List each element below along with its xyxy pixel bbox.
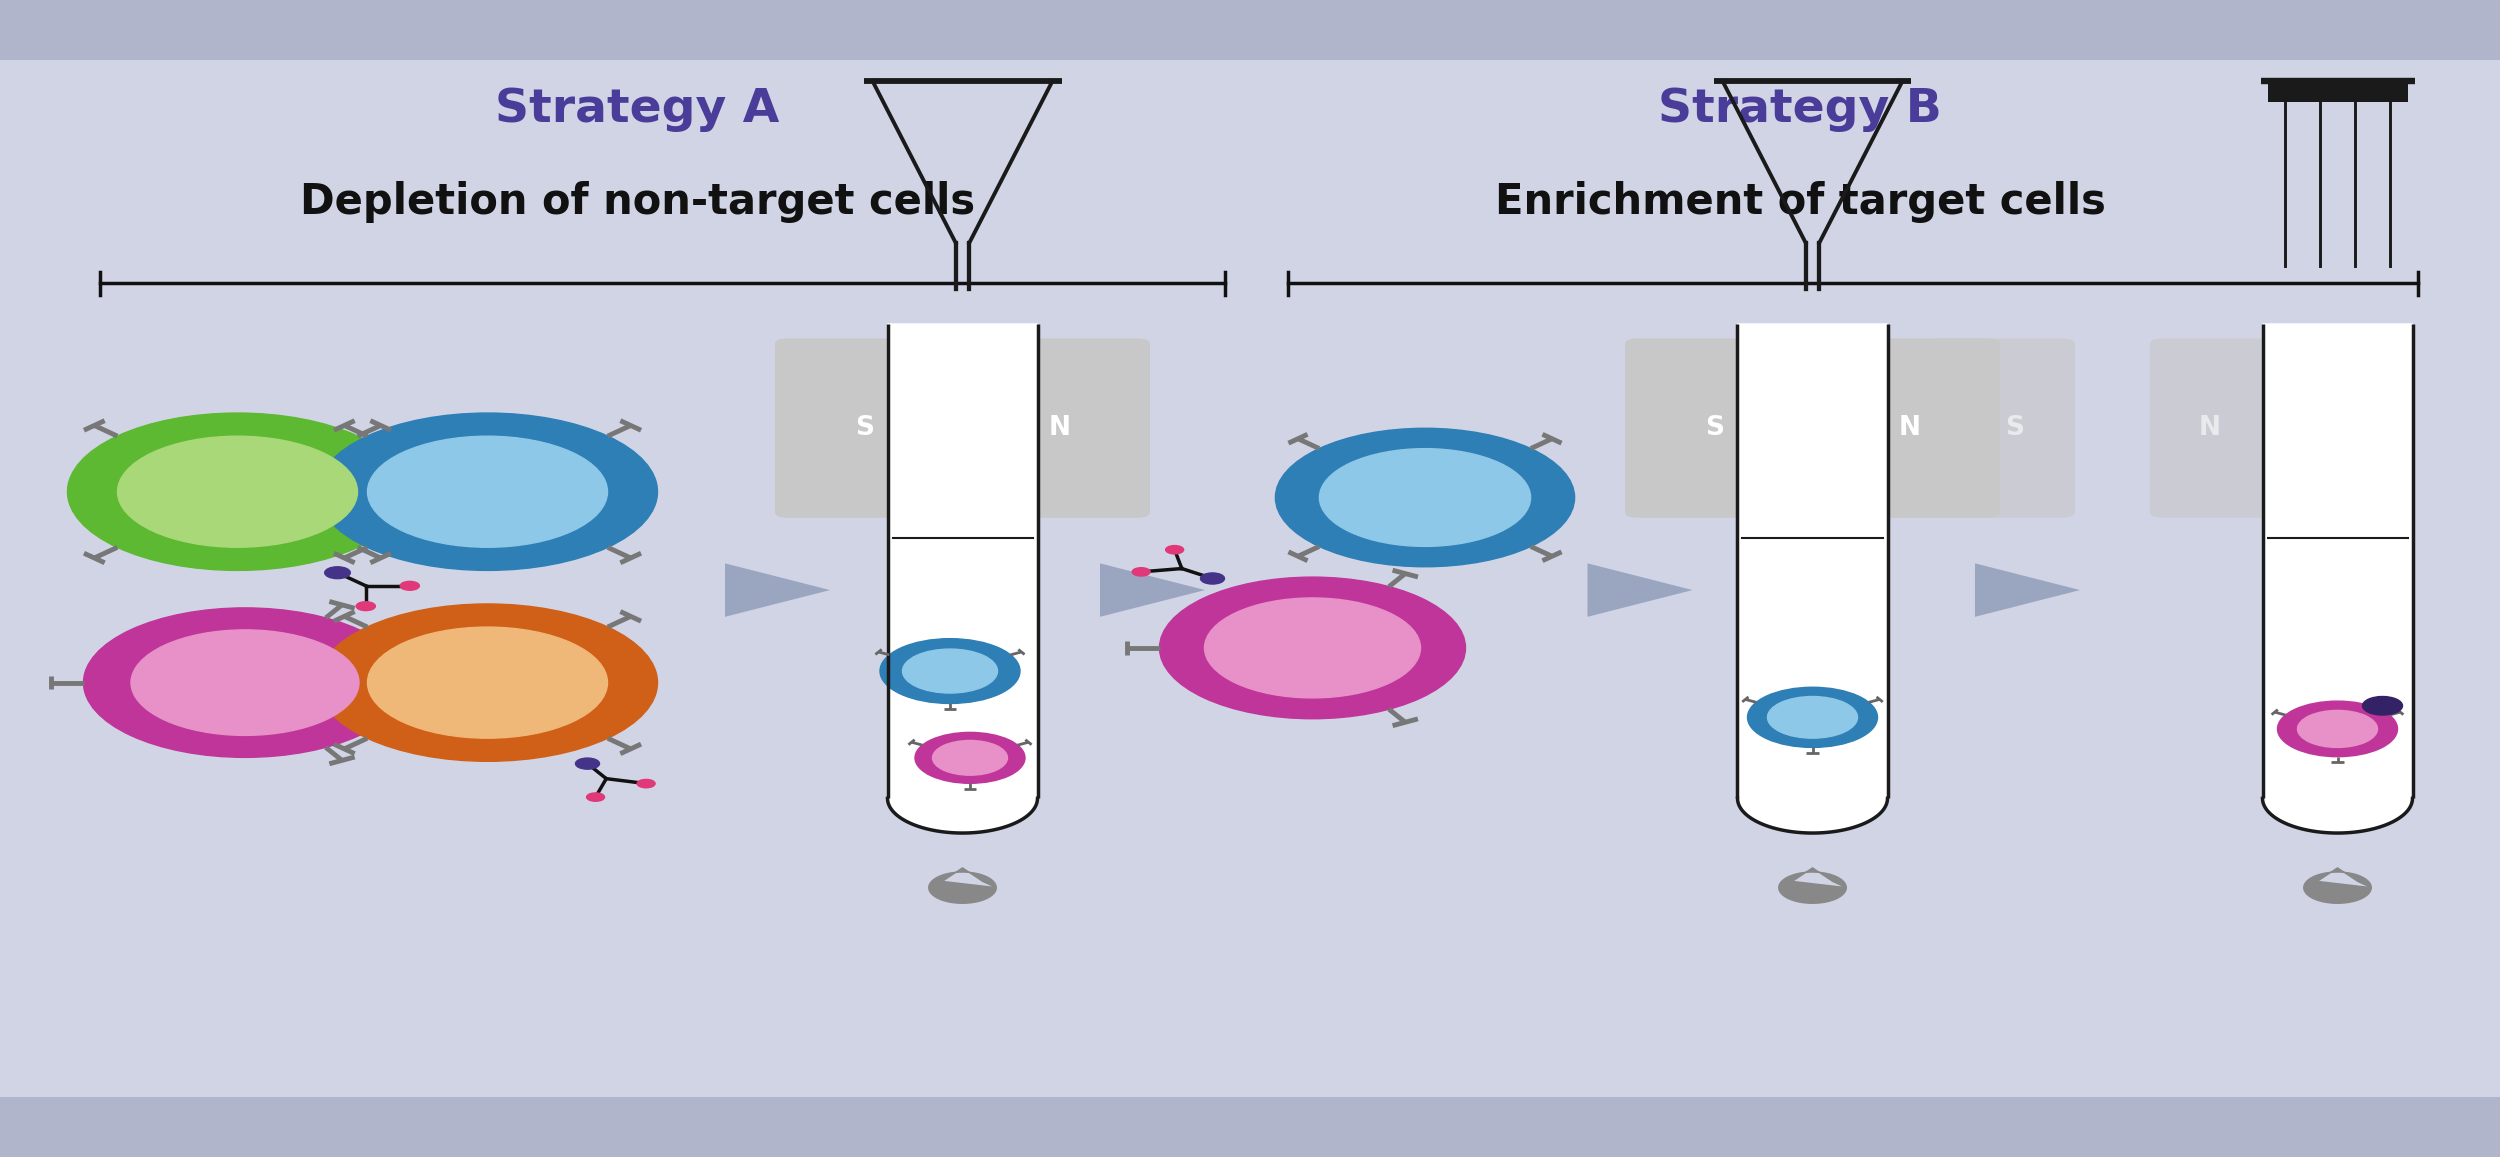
- FancyBboxPatch shape: [1925, 338, 2075, 518]
- Circle shape: [1205, 598, 1420, 698]
- Circle shape: [880, 639, 1020, 703]
- Circle shape: [1132, 568, 1150, 576]
- Circle shape: [82, 607, 408, 758]
- Text: Strategy A: Strategy A: [495, 88, 780, 132]
- Circle shape: [2278, 701, 2398, 757]
- Circle shape: [1320, 449, 1530, 546]
- Circle shape: [368, 436, 608, 547]
- Polygon shape: [1100, 563, 1205, 617]
- Polygon shape: [1780, 868, 1845, 904]
- Text: N: N: [1900, 415, 1920, 441]
- Text: S: S: [855, 415, 875, 441]
- Circle shape: [368, 627, 608, 738]
- Circle shape: [1275, 428, 1575, 567]
- Bar: [0, 0, 2500, 60]
- Circle shape: [318, 413, 658, 570]
- FancyBboxPatch shape: [1000, 338, 1150, 518]
- Circle shape: [318, 604, 658, 761]
- Circle shape: [1768, 697, 1858, 738]
- Circle shape: [2298, 710, 2378, 747]
- FancyBboxPatch shape: [2150, 338, 2300, 518]
- Text: Strategy B: Strategy B: [1658, 88, 1942, 132]
- Circle shape: [915, 732, 1025, 783]
- Circle shape: [1748, 687, 1878, 747]
- Circle shape: [1160, 577, 1465, 718]
- Circle shape: [400, 581, 420, 590]
- Circle shape: [355, 602, 375, 611]
- Polygon shape: [1737, 324, 1888, 833]
- Circle shape: [1200, 573, 1225, 584]
- Polygon shape: [888, 324, 1038, 833]
- FancyBboxPatch shape: [775, 338, 925, 518]
- Circle shape: [130, 629, 360, 736]
- Polygon shape: [2305, 868, 2370, 904]
- Polygon shape: [930, 868, 995, 904]
- Text: S: S: [2005, 415, 2025, 441]
- Circle shape: [118, 436, 358, 547]
- Text: N: N: [1050, 415, 1070, 441]
- FancyBboxPatch shape: [1625, 338, 1775, 518]
- Circle shape: [902, 649, 998, 693]
- Circle shape: [638, 780, 655, 788]
- Text: Enrichment of target cells: Enrichment of target cells: [1495, 182, 2105, 223]
- Polygon shape: [2262, 324, 2412, 833]
- Circle shape: [325, 567, 350, 578]
- Text: Depletion of non-target cells: Depletion of non-target cells: [300, 182, 975, 223]
- FancyBboxPatch shape: [1850, 338, 2000, 518]
- Circle shape: [588, 793, 605, 802]
- Circle shape: [1165, 546, 1182, 554]
- Polygon shape: [1975, 563, 2080, 617]
- Polygon shape: [1588, 563, 1692, 617]
- Circle shape: [575, 758, 600, 769]
- Text: S: S: [1705, 415, 1725, 441]
- Polygon shape: [725, 563, 830, 617]
- Text: N: N: [2200, 415, 2220, 441]
- Bar: [2268, 81, 2408, 102]
- Circle shape: [932, 740, 1008, 775]
- Bar: [0, 1097, 2500, 1157]
- Circle shape: [68, 413, 408, 570]
- Circle shape: [2362, 697, 2402, 715]
